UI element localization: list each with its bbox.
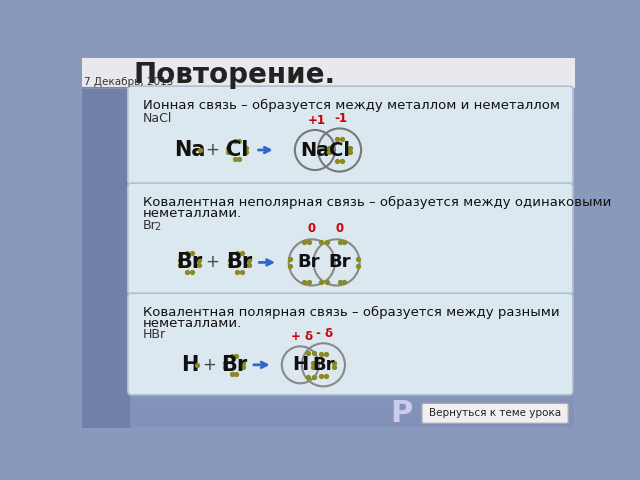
FancyBboxPatch shape xyxy=(128,293,573,395)
Text: 2: 2 xyxy=(154,222,160,232)
Text: +: + xyxy=(202,356,216,374)
Text: Br: Br xyxy=(298,253,320,271)
Text: Ковалентная полярная связь – образуется между разными: Ковалентная полярная связь – образуется … xyxy=(143,306,560,319)
FancyBboxPatch shape xyxy=(422,403,568,423)
Text: 7 Декабрь, 2013: 7 Декабрь, 2013 xyxy=(84,77,173,87)
Text: +: + xyxy=(205,141,220,159)
Text: неметаллами.: неметаллами. xyxy=(143,207,243,220)
Text: H: H xyxy=(180,355,198,375)
Text: Вернуться к теме урока: Вернуться к теме урока xyxy=(429,408,561,419)
Text: Br: Br xyxy=(143,219,157,232)
Text: неметаллами.: неметаллами. xyxy=(143,317,243,330)
FancyBboxPatch shape xyxy=(128,183,573,295)
Text: Ионная связь – образуется между металлом и неметаллом: Ионная связь – образуется между металлом… xyxy=(143,99,560,112)
Text: + δ: + δ xyxy=(291,330,313,343)
FancyBboxPatch shape xyxy=(128,86,573,185)
Text: - δ: - δ xyxy=(316,327,333,340)
Text: 0: 0 xyxy=(335,222,344,236)
Text: Br: Br xyxy=(328,253,351,271)
Text: HBr: HBr xyxy=(143,328,166,341)
Text: Br: Br xyxy=(312,356,335,374)
Text: Cl: Cl xyxy=(226,140,248,160)
Text: Na: Na xyxy=(300,141,330,159)
Text: Cl: Cl xyxy=(329,141,350,159)
Text: -1: -1 xyxy=(335,112,348,125)
Text: H: H xyxy=(292,355,308,374)
Text: Ковалентная неполярная связь – образуется между одинаковыми: Ковалентная неполярная связь – образуетс… xyxy=(143,196,612,209)
Text: Na: Na xyxy=(173,140,205,160)
Text: NaCl: NaCl xyxy=(143,111,173,124)
Text: Br: Br xyxy=(227,252,253,273)
Text: 0: 0 xyxy=(308,222,316,236)
Text: Br: Br xyxy=(221,355,247,375)
Text: +: + xyxy=(205,253,220,271)
Text: Br: Br xyxy=(176,252,202,273)
Text: P: P xyxy=(390,399,412,428)
Text: Повторение.: Повторение. xyxy=(134,60,336,88)
Text: +1: +1 xyxy=(307,114,326,127)
